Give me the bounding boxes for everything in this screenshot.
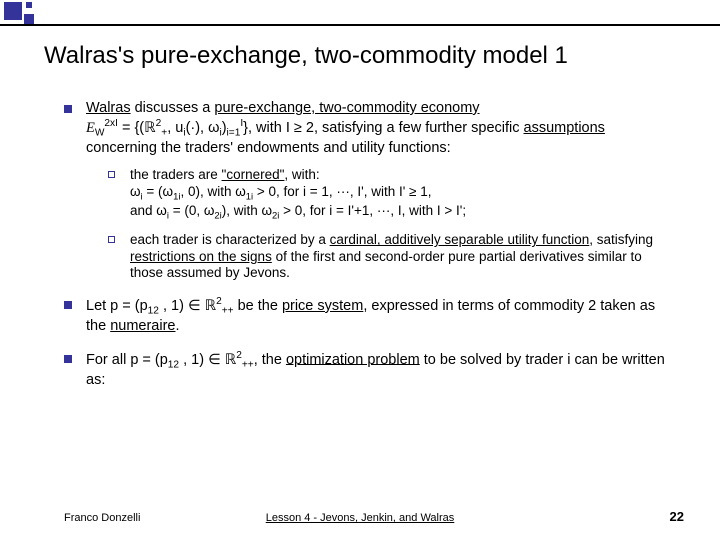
decor-square-medium xyxy=(24,14,34,24)
sub-bullet-2: each trader is characterized by a cardin… xyxy=(108,232,672,281)
text: }, with I ≥ 2, satisfying a few further … xyxy=(243,120,523,136)
text: the traders are xyxy=(130,167,222,182)
text: and ω xyxy=(130,203,167,218)
text: 12 xyxy=(168,359,179,370)
text: For all p = (p xyxy=(86,351,168,367)
text: ++ xyxy=(242,359,254,370)
text: assumptions xyxy=(524,120,605,136)
bullet-3: For all p = (p12 , 1) ∈ ℝ2++, the optimi… xyxy=(64,350,672,390)
slide: Walras's pure-exchange, two-commodity mo… xyxy=(0,0,720,540)
text: , 1) ∈ xyxy=(159,298,205,314)
footer-title: Lesson 4 - Jevons, Jenkin, and Walras xyxy=(0,512,720,524)
text: 2i xyxy=(214,211,221,222)
text: W xyxy=(95,127,105,138)
text: ω xyxy=(130,184,141,199)
text: concerning the traders' endowments and u… xyxy=(86,140,451,156)
text: 1i xyxy=(246,192,253,203)
text: i=1 xyxy=(227,127,241,138)
text: ℝ xyxy=(205,298,216,314)
text: (·), ω xyxy=(186,120,220,136)
text: be the xyxy=(234,298,282,314)
decor-square-small xyxy=(26,2,32,8)
text: price system xyxy=(282,298,363,314)
text: = (0, ω xyxy=(169,203,214,218)
text: ++ xyxy=(222,306,234,317)
slide-title: Walras's pure-exchange, two-commodity mo… xyxy=(44,42,680,70)
decor-rule xyxy=(0,24,720,26)
sub-bullet-1: the traders are "cornered", with: ωi = (… xyxy=(108,167,672,222)
text: 12 xyxy=(148,306,159,317)
text: cardinal, additively separable utility f… xyxy=(330,232,590,247)
text: "cornered" xyxy=(222,167,285,182)
text: each trader is characterized by a xyxy=(130,232,330,247)
text: , satisfying xyxy=(589,232,653,247)
text: = (ω xyxy=(143,184,173,199)
text: > 0, for i = 1, ···, I', with I' ≥ 1, xyxy=(253,184,431,199)
text: , with: xyxy=(284,167,319,182)
text: . xyxy=(175,318,179,334)
text: discusses a xyxy=(131,100,215,116)
text: Walras xyxy=(86,100,131,116)
slide-top-decor xyxy=(0,0,720,26)
decor-square-large xyxy=(4,2,22,20)
text: numeraire xyxy=(110,318,175,334)
text: restrictions on the signs xyxy=(130,249,272,264)
text: = {( xyxy=(118,120,144,136)
text: pure-exchange, two-commodity economy xyxy=(214,100,479,116)
bullet-2: Let p = (p12 , 1) ∈ ℝ2++ be the price sy… xyxy=(64,296,672,336)
text: , 1) ∈ xyxy=(179,351,225,367)
text: Let p = (p xyxy=(86,298,148,314)
bullet-1: Walras discusses a pure-exchange, two-co… xyxy=(64,100,672,282)
text: , u xyxy=(167,120,183,136)
text: ℝ xyxy=(144,120,155,136)
text: , the xyxy=(254,351,286,367)
text: > 0, for i = I'+1, ···, I, with I > I'; xyxy=(279,203,466,218)
slide-body: Walras discusses a pure-exchange, two-co… xyxy=(64,100,672,403)
text: optimization problem xyxy=(286,351,420,367)
text: 2xI xyxy=(104,118,118,129)
text: ), with ω xyxy=(222,203,272,218)
text: ℝ xyxy=(225,351,236,367)
text: , 0), with ω xyxy=(180,184,245,199)
footer-page-num: 22 xyxy=(670,509,684,524)
text: E xyxy=(86,120,95,136)
